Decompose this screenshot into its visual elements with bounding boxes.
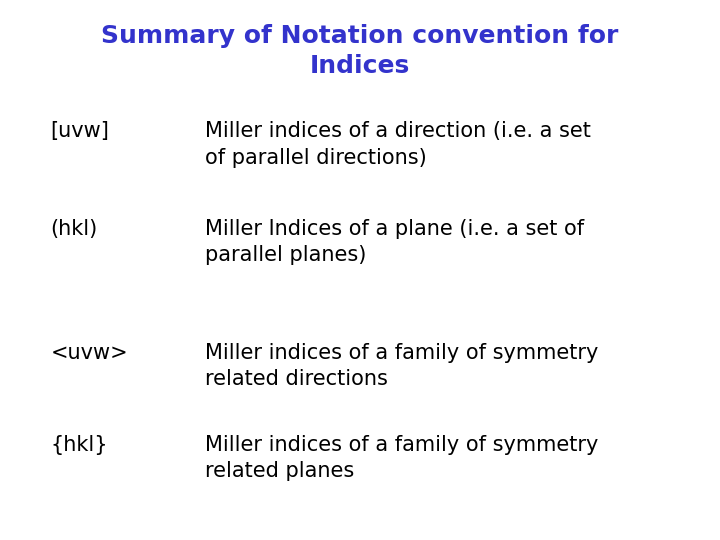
Text: Miller indices of a family of symmetry
related planes: Miller indices of a family of symmetry r… (205, 435, 598, 481)
Text: Miller Indices of a plane (i.e. a set of
parallel planes): Miller Indices of a plane (i.e. a set of… (205, 219, 585, 265)
Text: {hkl}: {hkl} (50, 435, 108, 455)
Text: Miller indices of a direction (i.e. a set
of parallel directions): Miller indices of a direction (i.e. a se… (205, 122, 591, 168)
Text: <uvw>: <uvw> (50, 343, 128, 363)
Text: [uvw]: [uvw] (50, 122, 109, 141)
Text: Miller indices of a family of symmetry
related directions: Miller indices of a family of symmetry r… (205, 343, 598, 389)
Text: (hkl): (hkl) (50, 219, 98, 239)
Text: Summary of Notation convention for
Indices: Summary of Notation convention for Indic… (102, 24, 618, 78)
